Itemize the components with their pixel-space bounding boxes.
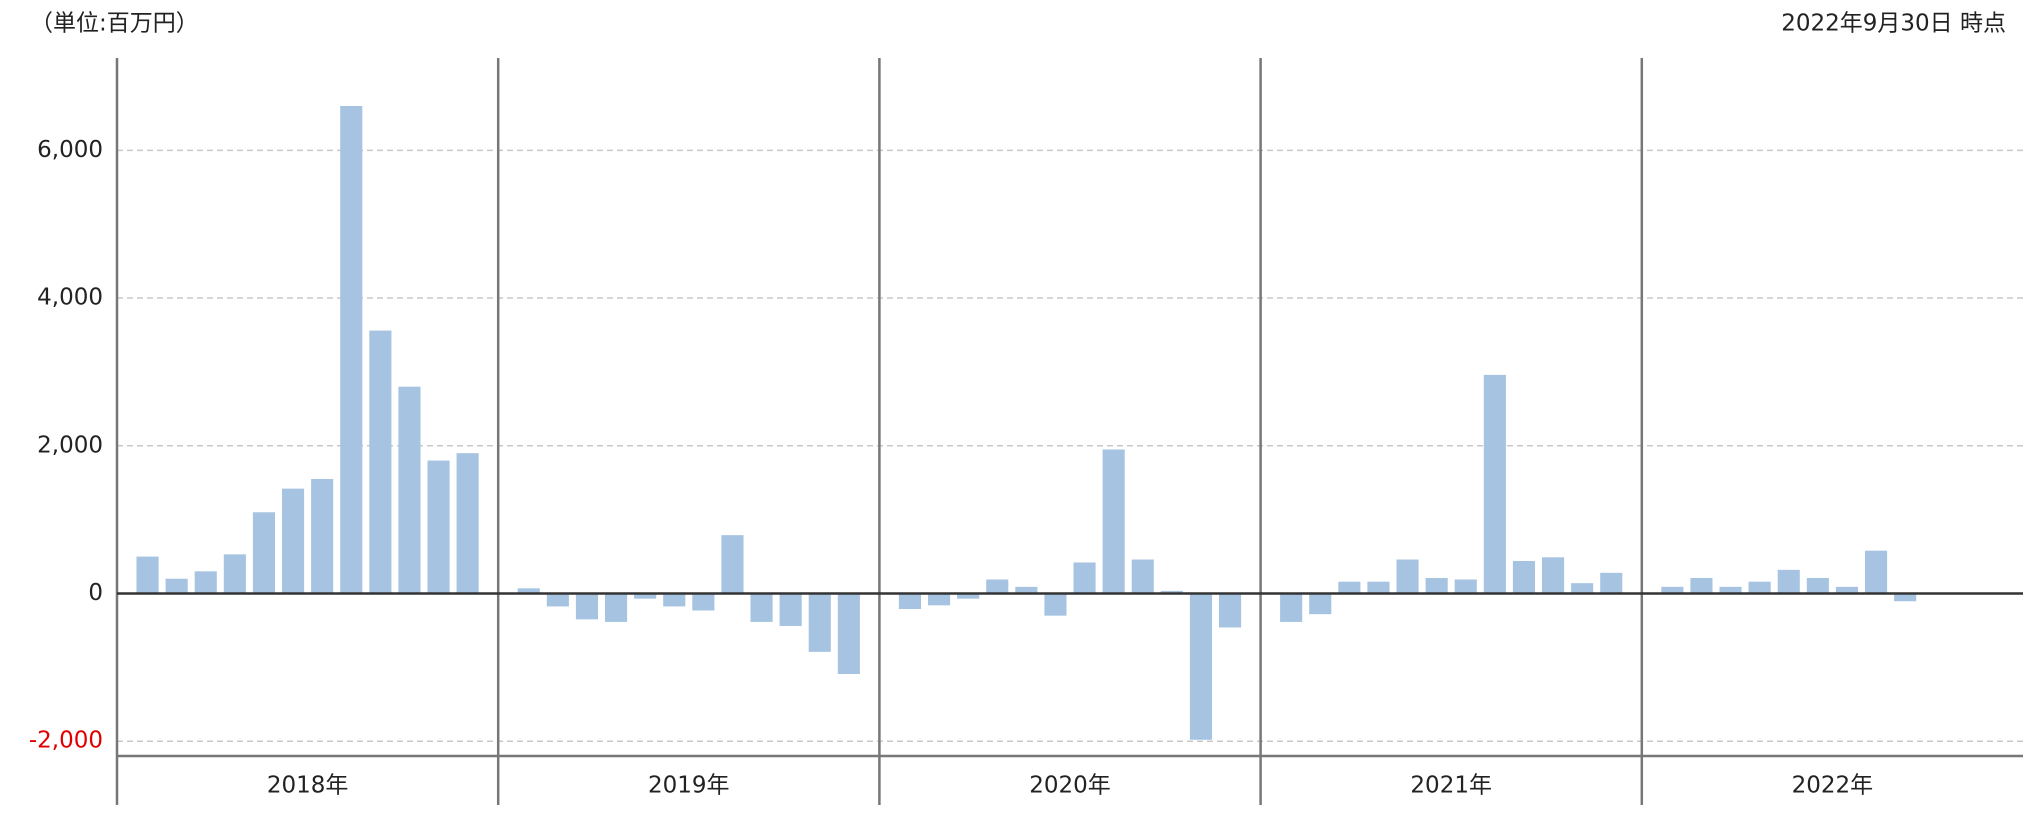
bar xyxy=(1512,561,1536,594)
bar xyxy=(663,593,686,607)
bar xyxy=(1719,586,1742,594)
bar xyxy=(634,593,657,599)
bar xyxy=(575,593,599,620)
bar xyxy=(721,535,744,594)
bar xyxy=(1483,374,1506,594)
y-tick-label: 2,000 xyxy=(37,432,103,458)
as-of-date: 2022年9月30日 時点 xyxy=(1781,11,2006,37)
bar xyxy=(1280,593,1303,622)
bar xyxy=(223,554,246,594)
bar xyxy=(165,578,188,594)
bar xyxy=(369,330,392,594)
bar xyxy=(750,593,773,622)
bar xyxy=(1189,593,1213,740)
y-tick-label: 4,000 xyxy=(37,285,103,311)
unit-note: （単位:百万円） xyxy=(30,11,199,37)
y-tick-label: 0 xyxy=(88,580,103,606)
bar xyxy=(1777,569,1800,594)
bar xyxy=(1600,572,1623,594)
bar xyxy=(1425,577,1448,594)
bar xyxy=(1367,581,1390,594)
bar xyxy=(808,593,831,652)
bar xyxy=(1690,577,1713,594)
bar xyxy=(1102,449,1125,594)
bar xyxy=(340,106,363,594)
bar xyxy=(1541,557,1565,594)
bar xyxy=(898,593,922,610)
bar xyxy=(311,479,334,594)
bar xyxy=(604,593,628,622)
bar xyxy=(1338,581,1361,594)
bar xyxy=(517,588,540,594)
bar xyxy=(957,593,980,599)
bar xyxy=(1864,550,1888,594)
bar xyxy=(1806,577,1829,594)
bar xyxy=(1748,581,1771,594)
bar xyxy=(1015,586,1038,594)
x-tick-label: 2019年 xyxy=(648,773,730,799)
bar xyxy=(194,571,217,594)
bar xyxy=(1571,583,1594,594)
bar xyxy=(1661,586,1684,594)
bar xyxy=(252,512,276,594)
x-tick-label: 2021年 xyxy=(1410,773,1492,799)
y-tick-label: -2,000 xyxy=(29,728,103,754)
bar xyxy=(1396,559,1419,594)
bar xyxy=(1218,593,1242,628)
bar xyxy=(927,593,951,606)
bar xyxy=(1894,593,1917,602)
x-tick-label: 2022年 xyxy=(1792,773,1874,799)
bar xyxy=(1044,593,1067,616)
bar xyxy=(456,453,479,594)
bar xyxy=(1309,593,1332,615)
x-tick-label: 2018年 xyxy=(267,773,349,799)
bar xyxy=(1131,559,1154,594)
bar xyxy=(692,593,715,611)
bar xyxy=(546,593,569,607)
x-tick-label: 2020年 xyxy=(1029,773,1111,799)
bar xyxy=(837,593,860,675)
bar xyxy=(1835,586,1859,594)
y-tick-label: 6,000 xyxy=(37,137,103,163)
bar xyxy=(1073,562,1096,594)
bar xyxy=(779,593,802,627)
bar xyxy=(136,556,159,594)
bar xyxy=(398,386,421,594)
bar xyxy=(1454,579,1477,594)
bar xyxy=(1160,590,1183,594)
bar xyxy=(281,488,305,594)
bar xyxy=(986,579,1009,594)
bar xyxy=(427,460,450,594)
